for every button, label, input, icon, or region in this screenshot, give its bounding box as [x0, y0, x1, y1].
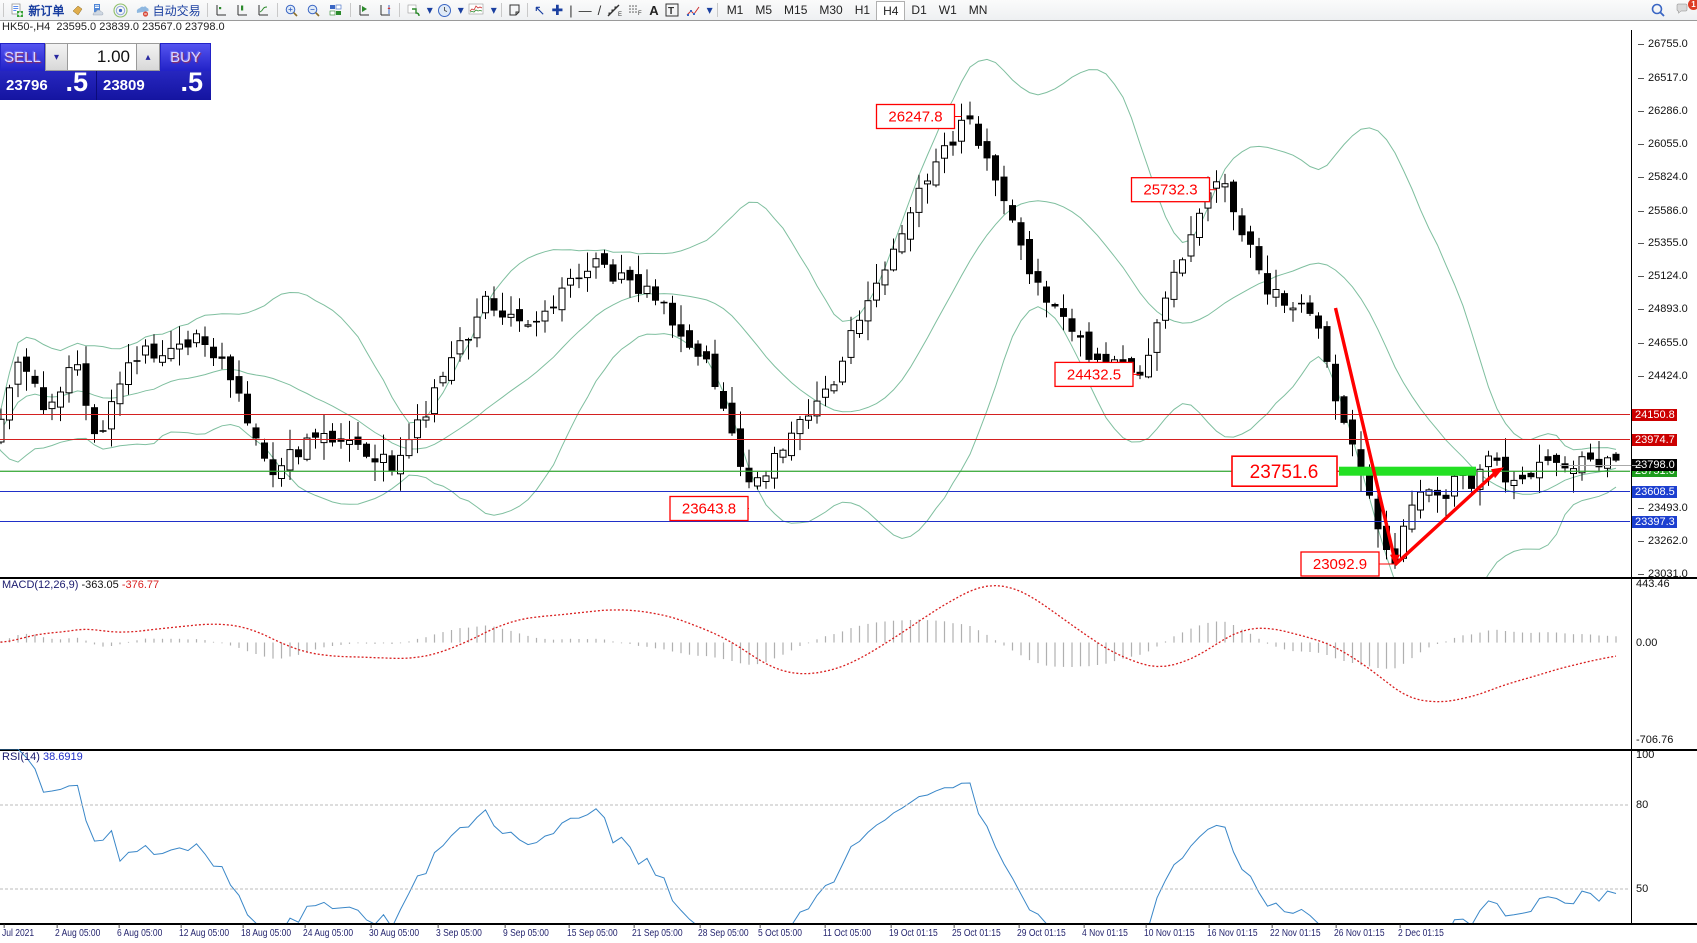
- svg-text:24432.5: 24432.5: [1067, 366, 1121, 383]
- svg-text:F: F: [638, 11, 642, 16]
- svg-text:T: T: [668, 6, 674, 17]
- svg-text:23092.9: 23092.9: [1313, 556, 1367, 573]
- svg-text:E: E: [618, 12, 622, 17]
- svg-text:25732.3: 25732.3: [1143, 182, 1197, 199]
- svg-text:23643.8: 23643.8: [682, 501, 736, 518]
- svg-text:23751.6: 23751.6: [1250, 462, 1319, 483]
- svg-text:26247.8: 26247.8: [888, 109, 942, 126]
